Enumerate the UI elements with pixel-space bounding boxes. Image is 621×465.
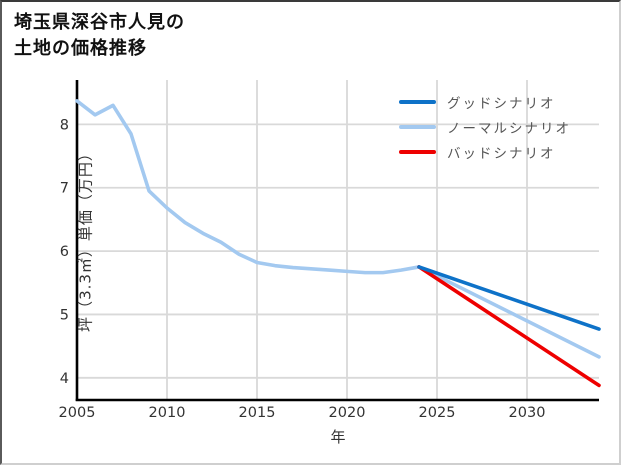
x-tick-label: 2025 [419, 405, 456, 421]
chart-title-line1: 埼玉県深谷市人見の [14, 12, 185, 33]
legend-label-good: グッドシナリオ [447, 95, 556, 112]
y-tick-label: 4 [60, 371, 69, 387]
chart-legend: グッドシナリオ ノーマルシナリオ バッドシナリオ [399, 94, 571, 162]
chart-title-line2: 土地の価格推移 [14, 38, 147, 59]
legend-label-bad: バッドシナリオ [447, 145, 556, 162]
x-tick-label: 2030 [509, 405, 546, 421]
legend-swatch-good [399, 99, 436, 104]
y-tick-label: 6 [60, 244, 69, 260]
y-tick-label: 5 [60, 307, 69, 323]
y-tick-label: 7 [60, 181, 69, 197]
chart-title: 埼玉県深谷市人見の 土地の価格推移 [14, 10, 185, 62]
legend-label-normal: ノーマルシナリオ [447, 120, 571, 137]
x-tick-label: 2015 [239, 405, 276, 421]
legend-swatch-bad [399, 149, 436, 154]
x-tick-label: 2005 [59, 405, 96, 421]
y-tick-label: 8 [60, 117, 69, 133]
x-tick-label: 2020 [329, 405, 366, 421]
legend-swatch-normal [399, 124, 436, 129]
legend-item-good: グッドシナリオ [399, 94, 571, 112]
legend-item-normal: ノーマルシナリオ [399, 119, 571, 137]
legend-item-bad: バッドシナリオ [399, 144, 571, 162]
series-line-1 [75, 99, 601, 359]
x-axis-label: 年 [330, 428, 346, 446]
series-line-2 [417, 265, 601, 388]
y-axis-label: 坪（3.3㎡）単価（万円） [76, 145, 95, 332]
series-line-0 [417, 265, 601, 331]
x-tick-label: 2010 [149, 405, 186, 421]
